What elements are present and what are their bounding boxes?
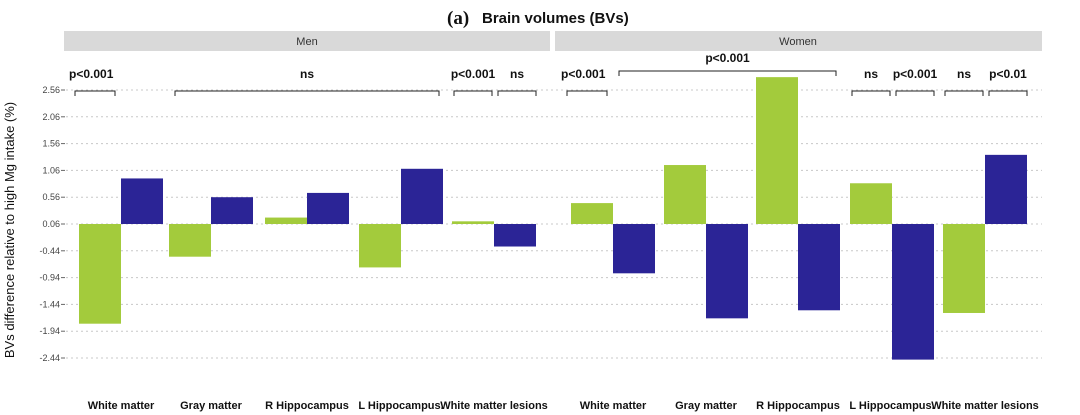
y-axis-label: BVs difference relative to high Mg intak… (2, 102, 17, 358)
bar-men-series2-0 (121, 178, 163, 224)
significance-brackets: p<0.001 ns p<0.001 ns p<0.001 p<0.001 ns p<0.00… (69, 51, 1028, 96)
panel-strip-women-label: Women (779, 36, 817, 48)
y-tick-label: -0.44 (39, 246, 60, 256)
bar-women-series2-1 (706, 224, 748, 319)
y-axis-ticks: 2.56 2.06 1.56 1.06 0.56 0.06 -0.44 -0.94 -1.44 -… (39, 85, 65, 363)
bar-women-series1-0 (571, 203, 613, 224)
y-tick-label: 2.56 (42, 85, 60, 95)
significance-bracket (618, 70, 837, 76)
x-category-label: L Hippocampus. (849, 400, 934, 412)
bar-men-series2-3 (401, 168, 443, 224)
significance-bracket (851, 90, 891, 96)
bar-women-series2-4 (985, 154, 1027, 224)
bar-men-series1-2 (265, 217, 307, 224)
bar-men-series1-3 (359, 224, 401, 268)
significance-label: p<0.001 (893, 67, 938, 81)
x-category-label: Gray matter (675, 400, 737, 412)
significance-label: p<0.001 (705, 51, 750, 65)
bar-men-series2-4 (494, 224, 536, 247)
significance-bracket (988, 90, 1028, 96)
x-category-label: R Hippocampus (756, 400, 840, 412)
x-category-label: White matter lesions (931, 400, 1039, 412)
bars (79, 77, 1027, 360)
bar-men-series1-1 (169, 224, 211, 257)
bar-men-series1-0 (79, 224, 121, 324)
x-category-label: R Hippocampus (265, 400, 349, 412)
significance-label: ns (864, 67, 878, 81)
bar-women-series1-3 (850, 183, 892, 224)
significance-label: ns (957, 67, 971, 81)
significance-bracket (174, 90, 440, 96)
chart-title-prefix: (a) (447, 8, 469, 29)
bar-men-series1-4 (452, 221, 494, 224)
bar-women-series2-2 (798, 224, 840, 311)
bar-women-series1-2 (756, 77, 798, 224)
bar-women-series1-4 (943, 224, 985, 313)
significance-label: ns (510, 67, 524, 81)
bar-women-series2-3 (892, 224, 934, 360)
panel-strip-men (64, 31, 550, 51)
significance-label: p<0.001 (69, 67, 114, 81)
bar-men-series2-2 (307, 192, 349, 224)
x-category-label: White matter lesions (440, 400, 548, 412)
category-labels: White matter Gray matter R Hippocampus L Hi… (88, 400, 1039, 412)
significance-bracket (453, 90, 493, 96)
x-category-label: White matter (88, 400, 155, 412)
y-tick-label: -1.44 (39, 299, 60, 309)
significance-bracket (566, 90, 608, 96)
panel-strip-women (555, 31, 1042, 51)
significance-label: ns (300, 67, 314, 81)
x-category-label: L Hippocampus. (358, 400, 443, 412)
y-tick-label: 1.56 (42, 139, 60, 149)
significance-label: p<0.01 (989, 67, 1027, 81)
x-category-label: White matter (580, 400, 647, 412)
y-tick-label: -1.94 (39, 326, 60, 336)
y-tick-label: -2.44 (39, 353, 60, 363)
significance-bracket (944, 90, 984, 96)
y-tick-label: -0.94 (39, 273, 60, 283)
y-tick-label: 0.56 (42, 192, 60, 202)
significance-bracket (895, 90, 935, 96)
significance-label: p<0.001 (561, 67, 606, 81)
y-tick-label: 1.06 (42, 165, 60, 175)
chart-title: Brain volumes (BVs) (482, 10, 629, 27)
bar-women-series1-1 (664, 165, 706, 224)
significance-bracket (497, 90, 537, 96)
x-category-label: Gray matter (180, 400, 242, 412)
y-tick-label: 0.06 (42, 219, 60, 229)
y-tick-label: 2.06 (42, 112, 60, 122)
bar-women-series2-0 (613, 224, 655, 274)
bar-men-series2-1 (211, 197, 253, 224)
panel-strip-men-label: Men (296, 36, 317, 48)
significance-label: p<0.001 (451, 67, 496, 81)
significance-bracket (74, 90, 116, 96)
